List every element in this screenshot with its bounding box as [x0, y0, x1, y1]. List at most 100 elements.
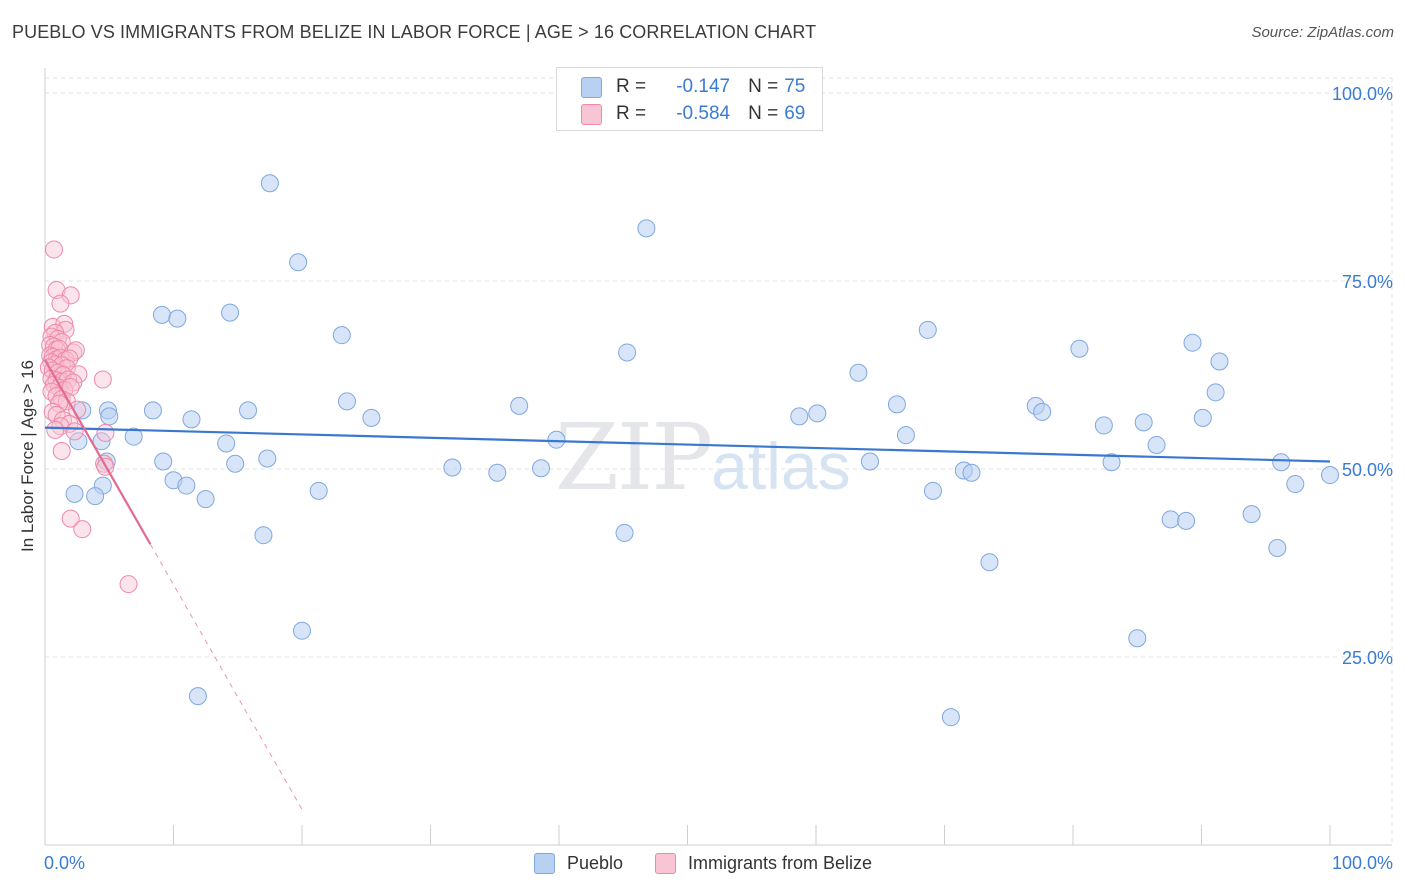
pueblo-trend-line — [44, 426, 1331, 463]
pueblo-legend-swatch — [533, 853, 555, 874]
pueblo-point — [1102, 453, 1121, 472]
watermark: ZIPatlas — [555, 404, 851, 511]
belize-point — [61, 378, 80, 397]
pueblo-point — [1321, 466, 1339, 485]
y-tick-label: 75.0% — [1342, 272, 1393, 292]
pueblo-point — [226, 454, 245, 473]
pueblo-point — [547, 430, 566, 449]
correlation-legend: R = -0.147 N = 75 R = -0.584 N = 69 — [556, 67, 823, 131]
legend-row-belize: R = -0.584 N = 69 — [581, 101, 805, 127]
pueblo-point — [69, 432, 88, 451]
pueblo-point — [152, 305, 171, 324]
pueblo-point — [1268, 538, 1287, 557]
pueblo-point — [443, 458, 462, 477]
belize-point — [61, 509, 80, 528]
legend-item-pueblo[interactable]: Pueblo — [533, 853, 623, 874]
pueblo-point — [182, 410, 201, 429]
pueblo-point — [849, 363, 868, 382]
pueblo-point — [1272, 453, 1291, 472]
r-label: R = — [616, 76, 647, 97]
belize-point — [119, 575, 138, 594]
n-value: 75 — [784, 76, 806, 97]
pueblo-point — [86, 487, 105, 506]
belize-point — [93, 370, 112, 389]
belize-legend-swatch — [655, 853, 676, 874]
r-value: -0.584 — [676, 103, 731, 124]
pueblo-point — [143, 401, 162, 420]
pueblo-point — [1134, 413, 1153, 432]
y-tick-label: 50.0% — [1342, 460, 1393, 480]
pueblo-point — [896, 426, 915, 445]
watermark-atlas: atlas — [711, 429, 851, 503]
y-tick-label: 100.0% — [1332, 84, 1393, 104]
pueblo-point — [510, 396, 529, 415]
belize-point — [46, 420, 65, 439]
pueblo-point — [100, 407, 119, 426]
pueblo-point — [1128, 629, 1147, 648]
x-tick-label: 100.0% — [1332, 853, 1393, 873]
pueblo-point — [293, 621, 311, 640]
pueblo-point — [124, 427, 143, 446]
pueblo-point — [177, 476, 196, 495]
belize-point — [51, 294, 70, 313]
pueblo-point — [923, 481, 942, 500]
legend-item-belize[interactable]: Immigrants from Belize — [655, 853, 872, 874]
pueblo-point — [637, 219, 656, 238]
belize-trend-line — [44, 359, 152, 545]
pueblo-point — [790, 407, 809, 426]
pueblo-point — [260, 174, 279, 193]
belize-point — [55, 314, 74, 333]
pueblo-point — [1242, 505, 1261, 524]
pueblo-point — [337, 392, 356, 411]
source-label: Source: ZipAtlas.com — [1251, 24, 1394, 41]
pueblo-point — [488, 463, 507, 482]
pueblo-point — [362, 408, 381, 427]
belize-point — [96, 423, 115, 442]
legend-label-belize: Immigrants from Belize — [688, 853, 873, 873]
belize-point — [73, 520, 92, 539]
pueblo-point — [217, 434, 236, 453]
pueblo-point — [1206, 383, 1225, 402]
n-value: 69 — [784, 103, 806, 124]
pueblo-point — [962, 463, 981, 482]
x-tick-label: 0.0% — [44, 853, 85, 873]
pueblo-swatch — [581, 76, 602, 98]
pueblo-point — [808, 404, 827, 423]
belize-point — [47, 281, 66, 300]
y-tick-label: 25.0% — [1342, 648, 1393, 668]
pueblo-point — [1094, 416, 1113, 435]
pueblo-point — [941, 708, 960, 727]
n-label: N = — [748, 76, 779, 97]
pueblo-point — [1286, 475, 1305, 494]
pueblo-point — [1193, 408, 1212, 427]
watermark-zip: ZIP — [555, 404, 713, 511]
belize-swatch — [581, 103, 602, 125]
pueblo-point — [1210, 352, 1229, 371]
pueblo-point — [615, 523, 634, 542]
pueblo-point — [332, 326, 351, 345]
belize-point — [65, 422, 84, 441]
pueblo-point — [254, 526, 273, 545]
pueblo-point — [258, 449, 277, 468]
pueblo-point — [221, 303, 240, 322]
pueblo-point — [918, 320, 937, 339]
pueblo-point — [289, 253, 308, 272]
pueblo-point — [1033, 402, 1052, 421]
r-value: -0.147 — [676, 76, 731, 97]
pueblo-point — [65, 484, 84, 503]
pueblo-point — [154, 452, 173, 471]
pueblo-point — [860, 452, 879, 471]
pueblo-point — [92, 432, 111, 451]
pueblo-point — [1161, 510, 1180, 529]
pueblo-point — [980, 553, 999, 572]
pueblo-point — [1070, 339, 1089, 358]
belize-point — [52, 441, 71, 460]
pueblo-point — [618, 343, 637, 362]
legend-row-pueblo: R = -0.147 N = 75 — [581, 74, 805, 100]
chart-title: PUEBLO VS IMMIGRANTS FROM BELIZE IN LABO… — [12, 22, 817, 42]
legend-label-pueblo: Pueblo — [566, 853, 623, 873]
pueblo-point — [309, 481, 328, 500]
n-label: N = — [748, 103, 779, 124]
pueblo-point — [1147, 435, 1166, 454]
pueblo-point — [188, 687, 207, 706]
